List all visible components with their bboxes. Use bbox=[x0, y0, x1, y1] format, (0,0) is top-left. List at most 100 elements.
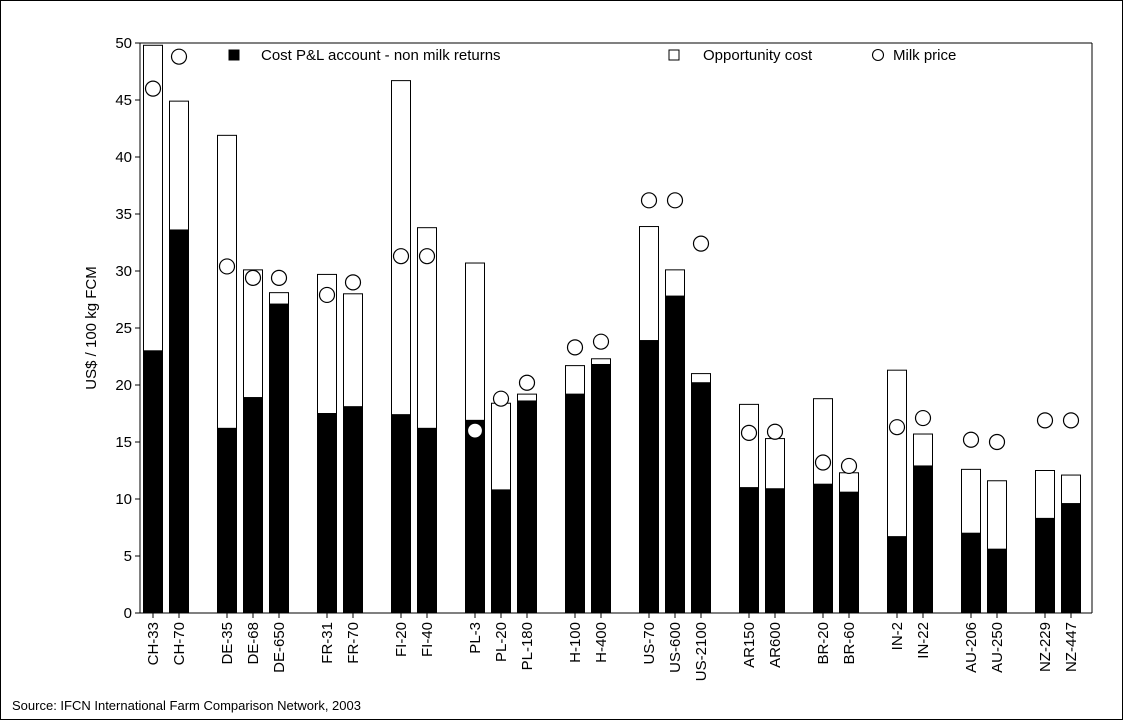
legend-swatch-cost bbox=[228, 49, 240, 61]
x-tick-label-ar600: AR600 bbox=[767, 622, 784, 668]
bar-cost-fr-70 bbox=[343, 406, 363, 614]
legend-swatch-milk-price bbox=[871, 48, 885, 62]
bar-opportunity-us-600 bbox=[665, 269, 685, 297]
bar-cost-br-20 bbox=[813, 483, 833, 614]
bar-cost-nz-447 bbox=[1061, 503, 1081, 614]
milk-price-marker-pl-180 bbox=[518, 374, 536, 391]
bar-opportunity-h-100 bbox=[565, 365, 585, 395]
milk-price-markers bbox=[144, 48, 1080, 475]
bar-opportunity-us-2100 bbox=[691, 373, 711, 384]
bar-cost-ar600 bbox=[765, 488, 785, 614]
bar-opportunity-br-20 bbox=[813, 398, 833, 485]
y-tick-label-35: 35 bbox=[115, 206, 132, 223]
x-tick-label-nz-447: NZ-447 bbox=[1063, 622, 1080, 672]
axes: CH-33 CH-70 DE-35 DE-68 DE-650 FR-31 FR-70 FI-2… bbox=[115, 35, 1093, 681]
bar-cost-in-2 bbox=[887, 536, 907, 614]
bar-cost-br-60 bbox=[839, 491, 859, 614]
bar-cost-pl-180 bbox=[517, 400, 537, 614]
x-tick-label-ch-70: CH-70 bbox=[171, 622, 188, 665]
x-tick-label-us-2100: US-2100 bbox=[693, 622, 710, 681]
milk-price-marker-de-35 bbox=[218, 258, 236, 275]
milk-price-marker-nz-229 bbox=[1036, 412, 1054, 429]
y-tick-label-15: 15 bbox=[115, 434, 132, 451]
x-tick-label-h-400: H-400 bbox=[593, 622, 610, 663]
milk-price-marker-fi-20 bbox=[392, 248, 410, 265]
bar-opportunity-pl-180 bbox=[517, 393, 537, 402]
bars-layer bbox=[143, 44, 1081, 614]
x-tick-label-ch-33: CH-33 bbox=[145, 622, 162, 665]
milk-price-marker-in-22 bbox=[914, 409, 932, 427]
x-tick-label-br-20: BR-20 bbox=[815, 622, 832, 665]
milk-price-marker-de-68 bbox=[244, 269, 262, 286]
bar-cost-ch-70 bbox=[169, 229, 189, 614]
x-tick-label-pl-3: PL-3 bbox=[467, 622, 484, 654]
x-tick-label-fr-31: FR-31 bbox=[319, 622, 336, 664]
bar-cost-de-35 bbox=[217, 427, 237, 614]
milk-price-marker-ar600 bbox=[766, 423, 784, 440]
bar-cost-nz-229 bbox=[1035, 517, 1055, 614]
y-axis-title: US$ / 100 kg FCM bbox=[83, 266, 100, 389]
legend-label-cost: Cost P&L account - non milk returns bbox=[261, 47, 501, 64]
bar-cost-fr-31 bbox=[317, 413, 337, 614]
legend-label-opportunity: Opportunity cost bbox=[703, 47, 813, 64]
milk-price-marker-nz-447 bbox=[1062, 412, 1080, 429]
bar-opportunity-in-22 bbox=[913, 433, 933, 467]
y-tick-label-25: 25 bbox=[115, 320, 132, 337]
x-tick-label-h-100: H-100 bbox=[567, 622, 584, 663]
x-tick-label-de-650: DE-650 bbox=[271, 622, 288, 673]
bar-cost-us-600 bbox=[665, 295, 685, 614]
bar-cost-ch-33 bbox=[143, 350, 163, 614]
y-tick-label-45: 45 bbox=[115, 92, 132, 109]
bar-opportunity-fi-20 bbox=[391, 80, 411, 416]
milk-price-marker-au-250 bbox=[988, 433, 1006, 451]
bar-opportunity-fr-70 bbox=[343, 293, 363, 408]
bar-opportunity-br-60 bbox=[839, 472, 859, 493]
legend-swatch-opportunity bbox=[668, 49, 680, 61]
bar-opportunity-us-70 bbox=[639, 226, 659, 342]
x-tick-label-pl-180: PL-180 bbox=[519, 622, 536, 670]
bar-cost-au-250 bbox=[987, 548, 1007, 614]
milk-price-marker-us-2100 bbox=[692, 235, 710, 252]
bar-cost-us-2100 bbox=[691, 382, 711, 614]
x-tick-label-br-60: BR-60 bbox=[841, 622, 858, 665]
milk-price-marker-fi-40 bbox=[418, 248, 436, 265]
milk-price-marker-de-650 bbox=[270, 269, 288, 286]
bar-opportunity-fr-31 bbox=[317, 273, 337, 415]
x-tick-label-fi-20: FI-20 bbox=[393, 622, 410, 657]
bar-opportunity-pl-3 bbox=[465, 262, 485, 421]
milk-price-marker-ch-70 bbox=[170, 48, 188, 65]
bar-cost-us-70 bbox=[639, 340, 659, 614]
x-tick-label-nz-229: NZ-229 bbox=[1037, 622, 1054, 672]
milk-price-marker-h-400 bbox=[592, 333, 610, 350]
y-tick-label-0: 0 bbox=[124, 605, 132, 622]
bar-opportunity-de-68 bbox=[243, 269, 263, 399]
bar-opportunity-ch-33 bbox=[143, 44, 163, 352]
milk-price-marker-br-60 bbox=[840, 457, 858, 475]
milk-price-marker-fr-70 bbox=[344, 274, 362, 291]
y-tick-label-50: 50 bbox=[115, 35, 132, 52]
bar-opportunity-nz-229 bbox=[1035, 470, 1055, 519]
y-tick-label-30: 30 bbox=[115, 263, 132, 280]
x-tick-label-in-2: IN-2 bbox=[889, 622, 906, 650]
bar-opportunity-fi-40 bbox=[417, 227, 437, 429]
bar-cost-de-650 bbox=[269, 303, 289, 614]
bar-opportunity-pl-20 bbox=[491, 402, 511, 491]
x-tick-label-au-250: AU-250 bbox=[989, 622, 1006, 673]
bar-opportunity-ch-70 bbox=[169, 100, 189, 231]
bar-opportunity-au-206 bbox=[961, 468, 981, 534]
bar-cost-de-68 bbox=[243, 397, 263, 614]
legend: Cost P&L account - non milk returns Oppor… bbox=[228, 47, 956, 64]
milk-price-marker-au-206 bbox=[962, 431, 980, 448]
y-tick-label-40: 40 bbox=[115, 149, 132, 166]
milk-price-marker-pl-20 bbox=[492, 390, 510, 407]
bar-cost-h-400 bbox=[591, 363, 611, 614]
x-tick-label-de-35: DE-35 bbox=[219, 622, 236, 665]
x-tick-label-fr-70: FR-70 bbox=[345, 622, 362, 664]
bar-cost-fi-40 bbox=[417, 427, 437, 614]
milk-price-marker-h-100 bbox=[566, 339, 584, 356]
milk-price-marker-us-600 bbox=[666, 192, 684, 209]
bar-cost-pl-3 bbox=[465, 419, 485, 614]
bar-cost-au-206 bbox=[961, 532, 981, 614]
bar-opportunity-ar600 bbox=[765, 438, 785, 490]
